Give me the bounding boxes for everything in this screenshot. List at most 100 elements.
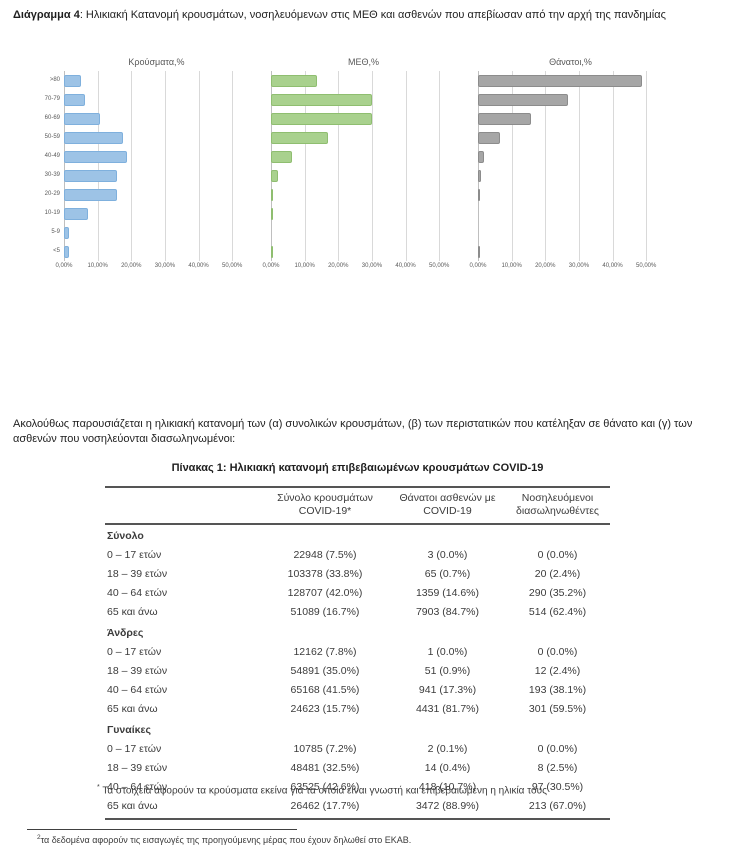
x-tick-label: 50,00% — [221, 263, 243, 269]
bar — [478, 150, 485, 163]
table-cell-value: 26462 (17.7%) — [260, 797, 390, 821]
bar — [271, 169, 278, 182]
bar-row — [64, 90, 249, 109]
bar-row — [64, 166, 249, 185]
x-tick-label: 30,00% — [361, 263, 383, 269]
table-cell-value: 3472 (88.9%) — [390, 797, 505, 821]
table-cell-value: 51089 (16.7%) — [290, 606, 360, 619]
bar-row — [271, 128, 456, 147]
bar — [271, 188, 274, 201]
table-row: 65 και άνω 26462 (17.7%) 3472 (88.9%) 213 (… — [105, 797, 610, 821]
bar — [271, 74, 318, 87]
bar-row — [271, 223, 456, 242]
x-tick-label: 30,00% — [568, 263, 590, 269]
table-cell-value: 1 (0.0%) — [427, 646, 468, 659]
table-cell-value: 24623 (15.7%) — [290, 703, 360, 716]
table-title: Πίνακας 1: Ηλικιακή κατανομή επιβεβαιωμέ… — [171, 462, 544, 474]
table-cell-value: 14 (0.4%) — [424, 762, 471, 775]
plot-area-icu — [271, 71, 456, 261]
table-header: Σύνολο κρουσμάτων COVID-19* Θάνατοι ασθε… — [105, 485, 610, 526]
bar-row — [478, 242, 663, 261]
age-group-label: 60-69 — [44, 115, 60, 121]
x-tick-label: 40,00% — [395, 263, 416, 269]
age-group-label: 70-79 — [44, 96, 60, 102]
bar-row — [64, 223, 249, 242]
table-cell-value: 0 (0.0%) — [537, 743, 578, 756]
gridline — [646, 71, 648, 261]
table-cell-value: 65 (0.7%) — [424, 568, 471, 581]
age-range-label: 0 – 17 ετών — [107, 646, 162, 659]
figure-caption: Διάγραμμα 4: Ηλικιακή Κατανομή κρουσμάτω… — [13, 8, 725, 23]
table-row: 40 – 64 ετών 63525 (42.6%) 418 (10.7%) 97 (… — [105, 778, 610, 797]
bar — [271, 150, 293, 163]
bar — [64, 245, 69, 258]
bar-row — [64, 185, 249, 204]
table-cell-value: 20 (2.4%) — [534, 568, 581, 581]
bar — [271, 112, 372, 125]
gridline — [511, 71, 513, 261]
gridline — [338, 71, 340, 261]
x-tick-label: 10,00% — [501, 263, 522, 269]
bar-row — [271, 147, 456, 166]
bar-row — [64, 109, 249, 128]
bar — [478, 188, 480, 201]
table-footnote: * Τα στοιχεία αφορούν τα κρούσματα εκείν… — [97, 784, 617, 796]
x-tick-label: 0,00% — [262, 263, 280, 269]
bar-row — [271, 242, 456, 261]
gridline — [405, 71, 407, 261]
bar-row — [271, 71, 456, 90]
age-range-label: 18 – 39 ετών — [107, 762, 168, 775]
age-group-label: 50-59 — [44, 134, 60, 140]
plot-area-deaths — [478, 71, 663, 261]
covid-age-table: Σύνολο κρουσμάτων COVID-19* Θάνατοι ασθε… — [105, 485, 610, 821]
x-axis-cases: 0,00% 10,00% 20,00% 30,00% 40,00% 50,00% — [55, 263, 249, 276]
table-cell-value: 103378 (33.8%) — [287, 568, 363, 581]
bar-row — [271, 185, 456, 204]
bar-row — [478, 204, 663, 223]
table-row: 18 – 39 ετών 48481 (32.5%) 14 (0.4%) 8 (2.5… — [105, 759, 610, 778]
bar-row — [271, 204, 456, 223]
chart-body-cases: >80 70-79 60-69 50-59 40-49 30-39 20-29 10-19 5-… — [40, 71, 249, 276]
y-axis-labels: >80 70-79 60-69 50-59 40-49 30-39 20-29 10-19 5-… — [40, 71, 64, 276]
age-group-label: 40-49 — [44, 153, 60, 159]
age-range-label: 0 – 17 ετών — [107, 743, 162, 756]
table-row: 18 – 39 ετών 103378 (33.8%) 65 (0.7%) 20 (2… — [105, 565, 610, 584]
age-group-label: <5 — [53, 248, 60, 254]
gridline — [612, 71, 614, 261]
gridline — [271, 71, 272, 261]
chart-body-icu: 0,00% 10,00% 20,00% 30,00% 40,00% 50,00% — [262, 71, 456, 276]
gridline — [232, 71, 234, 261]
table-cell-value: 193 (38.1%) — [528, 684, 587, 697]
table-cell-value: 941 (17.3%) — [418, 684, 477, 697]
table-row: 40 – 64 ετών 65168 (41.5%) 941 (17.3%) 193 … — [105, 681, 610, 700]
bar — [478, 93, 569, 106]
age-group-label: >80 — [49, 77, 60, 83]
bar — [64, 169, 118, 182]
footnote-separator — [27, 829, 297, 830]
bar — [64, 112, 100, 125]
table-row: 40 – 64 ετών 128707 (42.0%) 1359 (14.6%) 29… — [105, 584, 610, 603]
page-footnote-marker: 2 — [37, 834, 41, 841]
x-tick-label: 0,00% — [55, 263, 73, 269]
age-range-label: 18 – 39 ετών — [107, 568, 168, 581]
chart-title-deaths: Θάνατοι,% — [549, 57, 592, 67]
bar — [478, 245, 480, 258]
table-cell-value: 290 (35.2%) — [528, 587, 587, 600]
plot-column: 0,00% 10,00% 20,00% 30,00% 40,00% 50,00% — [262, 71, 456, 276]
column-header-deaths: Θάνατοι ασθενών με COVID-19 — [390, 485, 505, 526]
cases-table: Σύνολο κρουσμάτων COVID-19* Θάνατοι ασθε… — [105, 485, 610, 821]
table-cell-value: 63525 (42.6%) — [290, 781, 360, 794]
table-cell-value: 3 (0.0%) — [427, 549, 468, 562]
column-header-empty — [105, 485, 260, 526]
gridline — [545, 71, 547, 261]
age-range-label: 65 και άνω — [107, 606, 158, 619]
gridline — [97, 71, 99, 261]
age-group-label: 5-9 — [51, 229, 60, 235]
bar — [64, 207, 88, 220]
section-label: Άνδρες — [107, 627, 144, 640]
x-axis-deaths: 0,00% 10,00% 20,00% 30,00% 40,00% 50,00% — [469, 263, 663, 276]
bar — [271, 93, 373, 106]
page-footnote: 2τα δεδομένα αφορούν τις εισαγωγές της π… — [37, 834, 487, 845]
bar-row — [478, 166, 663, 185]
bar-row — [64, 204, 249, 223]
